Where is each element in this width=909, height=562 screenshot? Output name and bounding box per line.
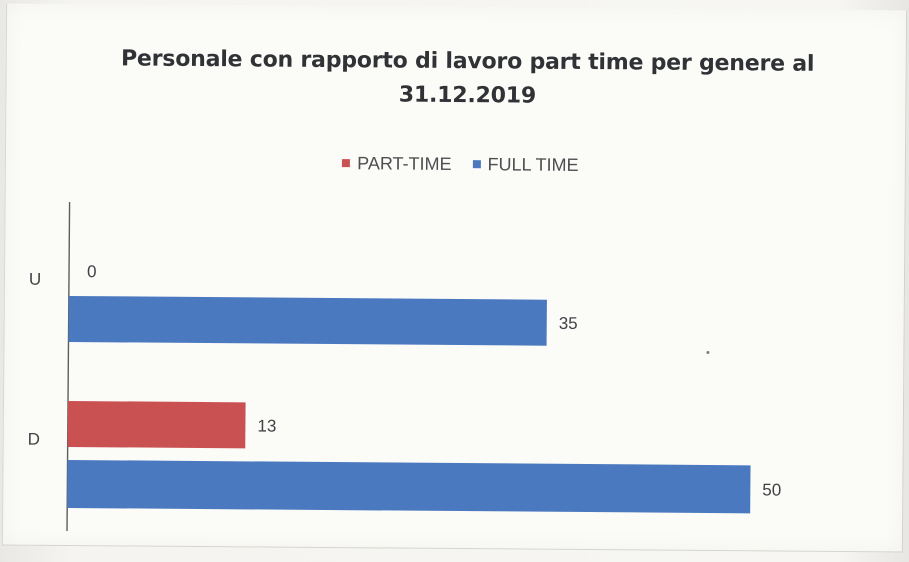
data-label: 50 <box>762 480 781 499</box>
bar <box>67 459 751 514</box>
bar <box>67 400 246 449</box>
bar <box>68 295 547 346</box>
chart-card: Personale con rapporto di lavoro part ti… <box>1 3 908 553</box>
data-label: 35 <box>559 314 578 333</box>
data-label: 13 <box>257 416 276 435</box>
y-tick-label: D <box>28 430 40 449</box>
data-label: 0 <box>87 262 97 281</box>
scan-dot <box>706 350 710 355</box>
y-tick-label: U <box>29 270 41 289</box>
bar-chart: U 0 35 D 13 50 <box>28 201 781 531</box>
